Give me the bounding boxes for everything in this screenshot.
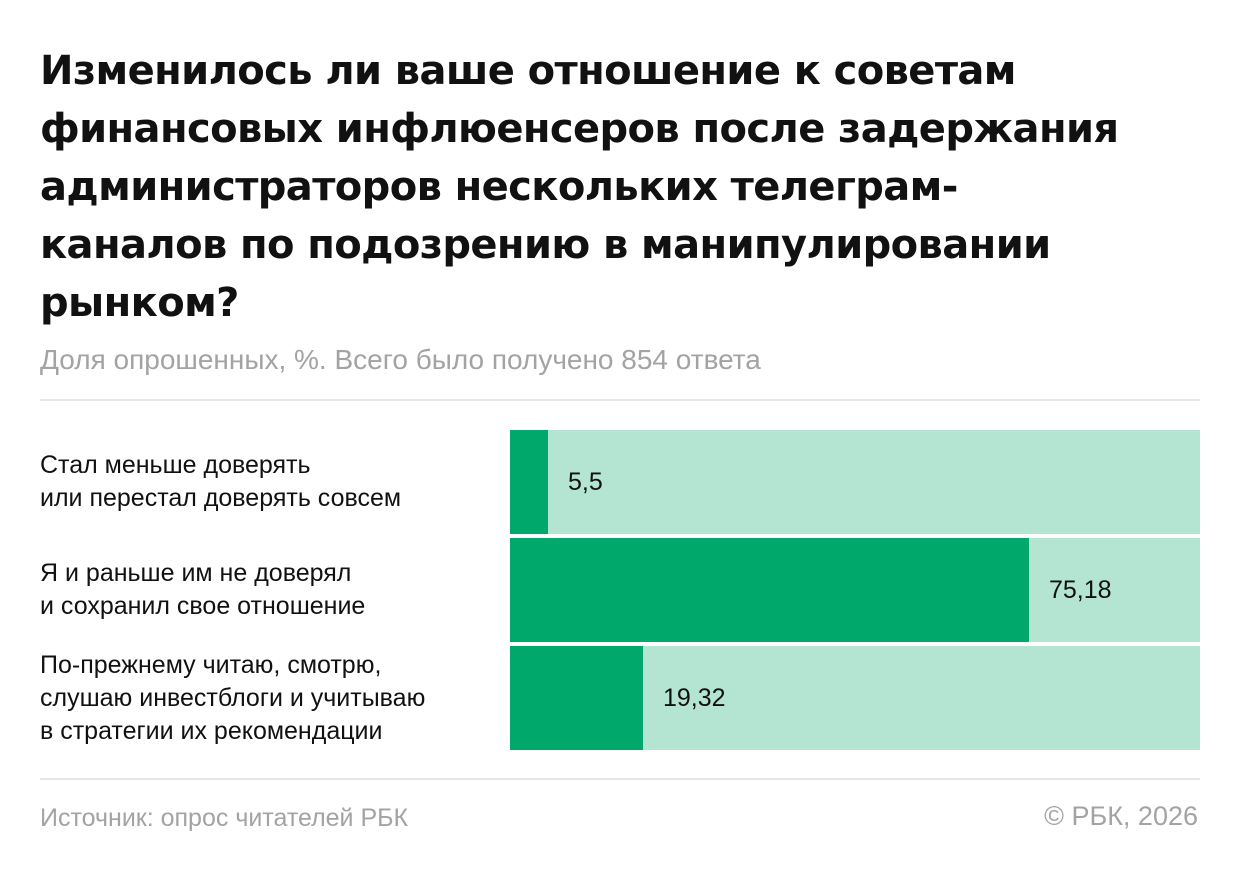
chart-title-line: Изменилось ли ваше отношение к советам [40,48,1017,94]
data-label: 75,18 [1049,576,1112,604]
category-label: По-прежнему читаю, смотрю, слушаю инвестб… [40,646,500,750]
chart-subtitle: Доля опрошенных, %. Всего было получено … [40,344,761,375]
category-label-line: в стратегии их рекомендации [40,716,383,745]
chart-title-line: рынком? [40,280,239,326]
bar-track: 5,5 [510,430,1200,534]
bar [510,646,643,750]
source-note: Источник: опрос читателей РБК [40,804,409,832]
top-divider [40,399,1200,401]
data-label: 19,32 [663,684,726,712]
category-label-line: слушаю инвестблоги и учитываю [40,683,426,712]
category-label: Стал меньше доверять или перестал доверят… [40,430,500,534]
bar [510,430,548,534]
bar-track: 75,18 [510,538,1200,642]
bar-track: 19,32 [510,646,1200,750]
bottom-divider [40,778,1200,780]
category-label-line: По-прежнему читаю, смотрю, [40,650,382,679]
category-label: Я и раньше им не доверял и сохранил свое … [40,538,500,642]
category-label-line: или перестал доверять совсем [40,484,402,512]
data-label: 5,5 [568,468,603,496]
chart-title-line: финансовых инфлюенсеров после задержания [40,106,1119,152]
category-label-line: Стал меньше доверять [40,451,311,479]
category-label-line: Я и раньше им не доверял [40,559,352,587]
bar [510,538,1029,642]
chart-title: Изменилось ли ваше отношение к советам ф… [40,42,1200,332]
copyright-note: © РБК, 2026 [1044,801,1198,831]
chart-title-line: администраторов нескольких телеграм- [40,164,958,210]
chart-title-line: каналов по подозрению в манипулировании [40,222,1051,268]
category-label-line: и сохранил свое отношение [40,592,366,620]
